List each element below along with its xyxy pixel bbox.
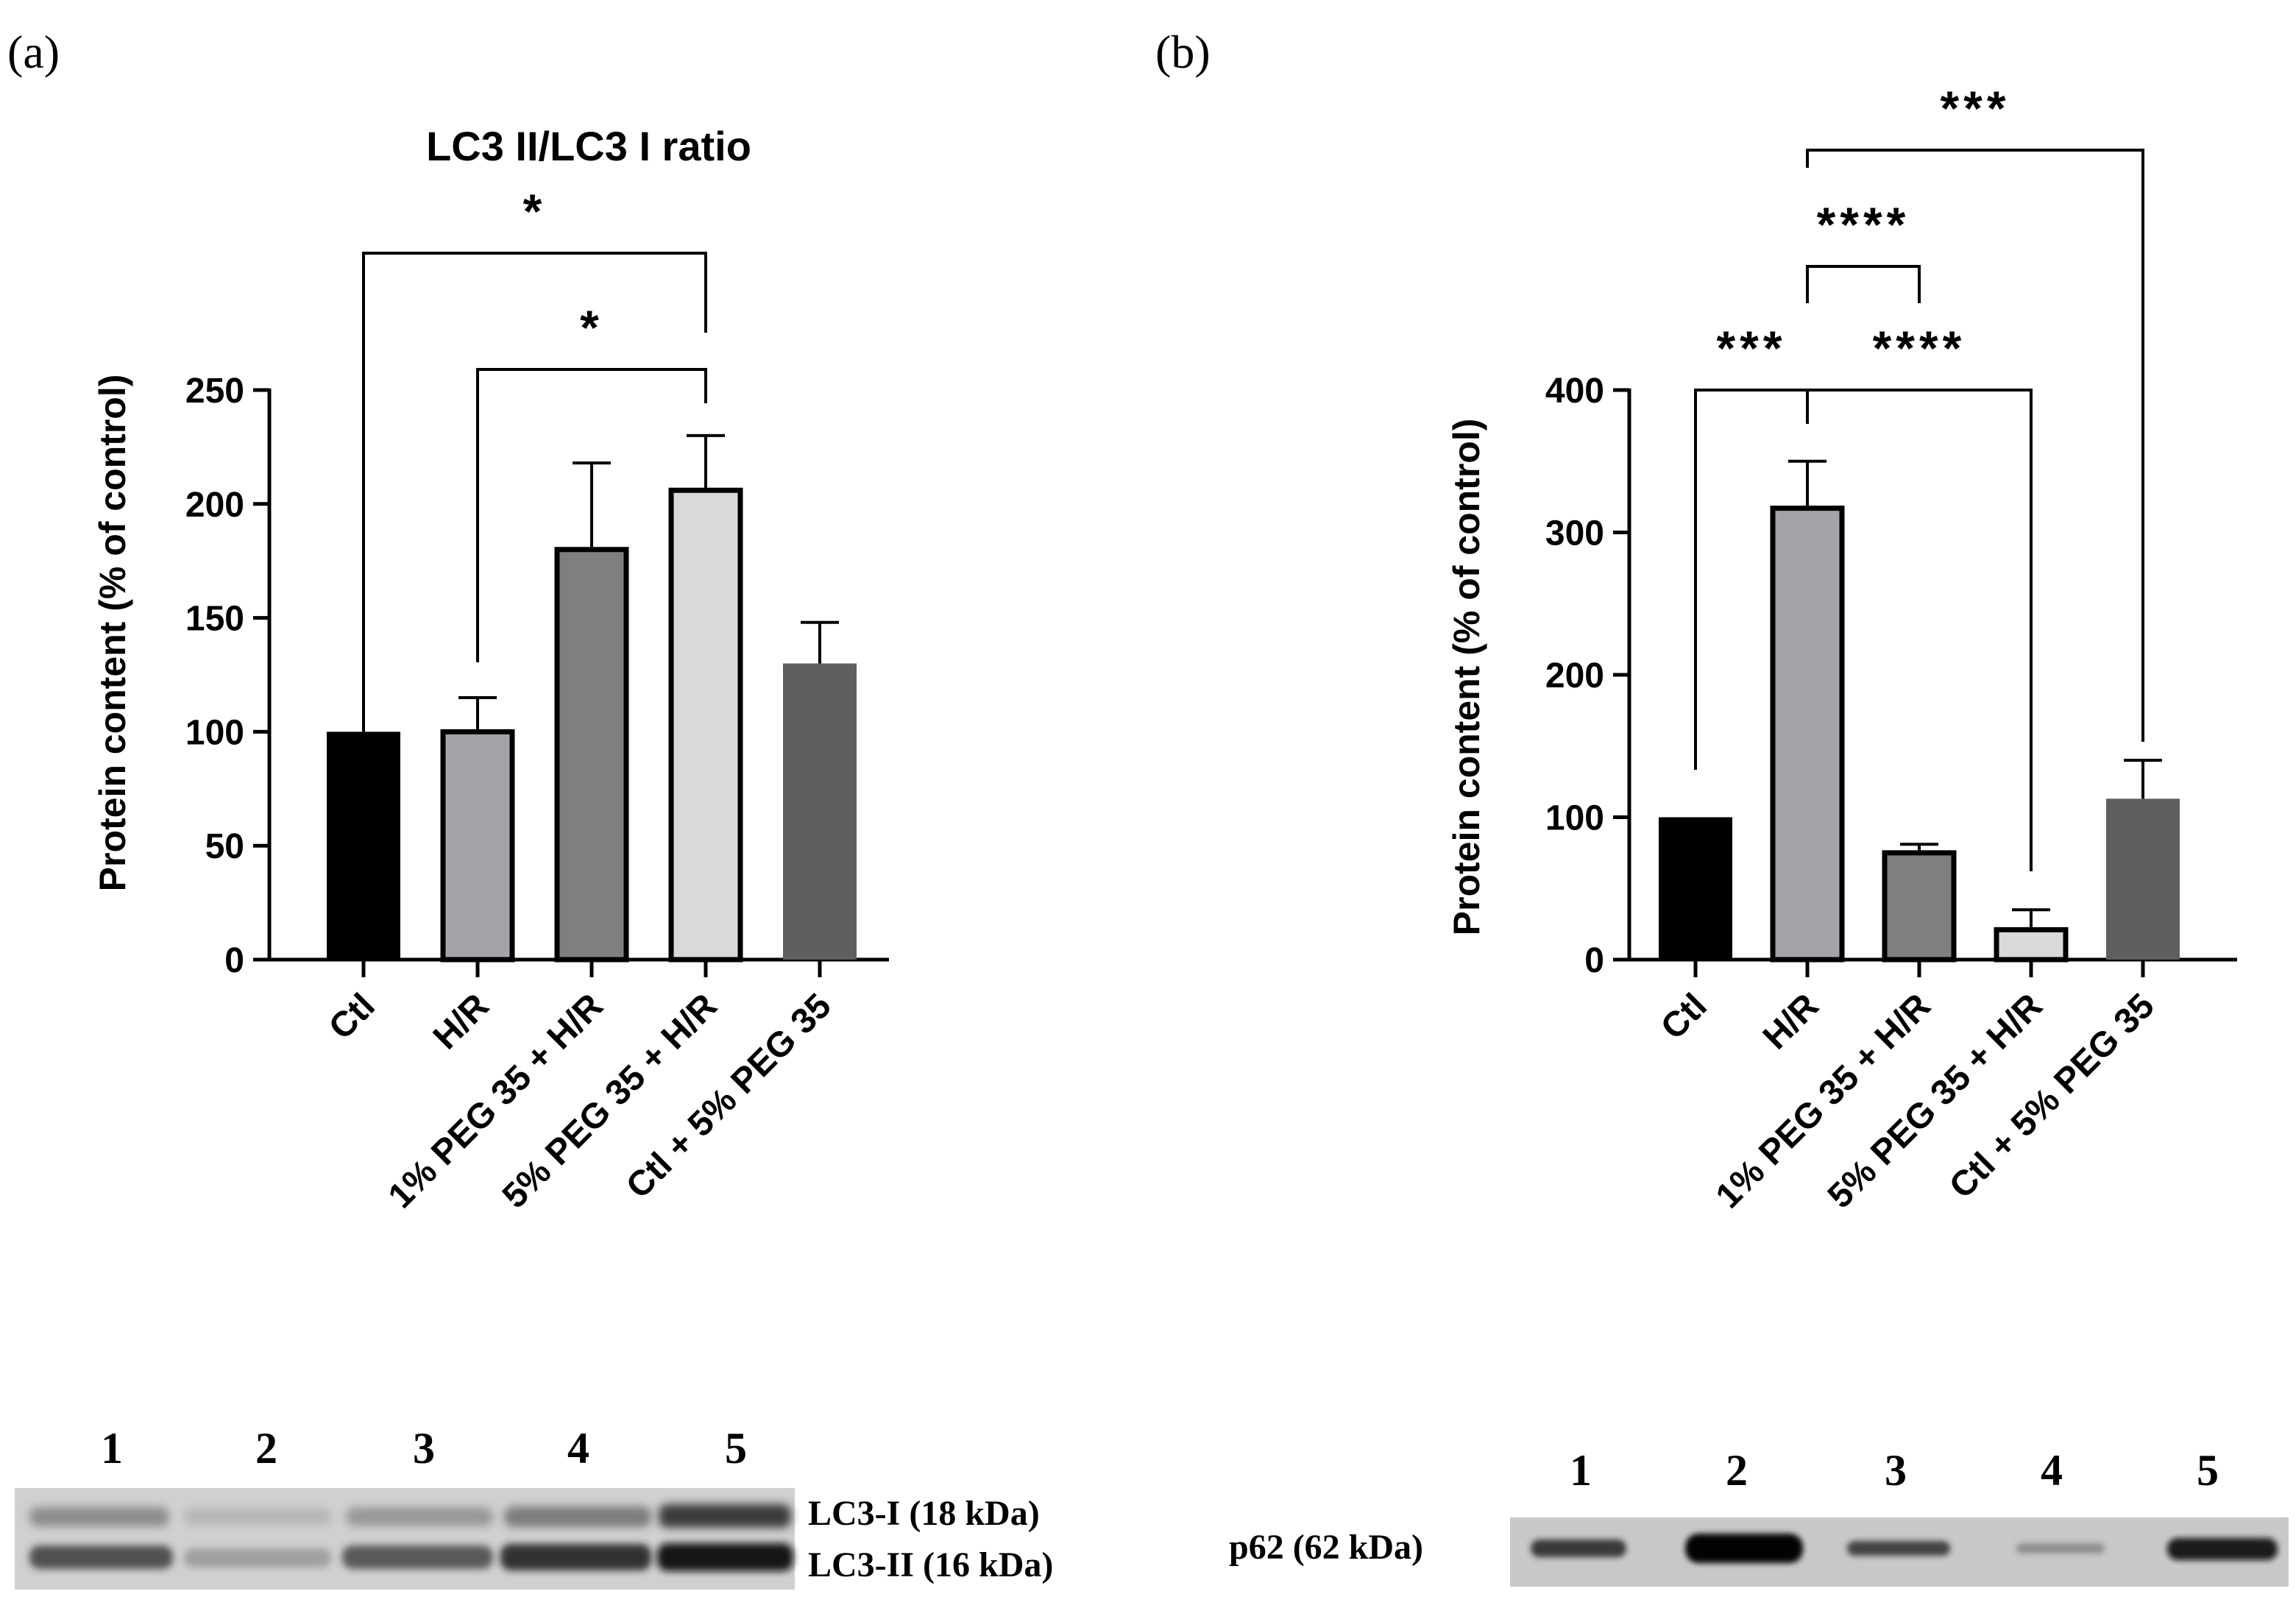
chart-a-x-tick-label: Ctl (322, 986, 383, 1047)
chart-b-bar (1659, 817, 1732, 960)
western-blot-b: 1 2 3 4 5 p62 (62 kDa) (1229, 1446, 2289, 1587)
chart-a-x-tick-label: 1% PEG 35 + H/R (381, 986, 611, 1216)
chart-a: LC3 II/LC3 I ratio Protein content (% of… (92, 123, 889, 1216)
chart-a-x-tick-label: H/R (426, 986, 497, 1057)
blot-b-lane-5: 5 (2197, 1446, 2219, 1495)
blot-a-label-lc3ii: LC3-II (16 kDa) (808, 1545, 1053, 1584)
chart-a-y-tick-label: 50 (205, 827, 244, 866)
blot-a-lc3ii-band-3 (342, 1545, 493, 1569)
chart-b-bar (1994, 927, 2069, 963)
blot-a-lc3i-band-1 (29, 1507, 169, 1526)
chart-b-x-tick-label: Ctl + 5% PEG 35 (1942, 986, 2162, 1206)
chart-b-significance-label: **** (1817, 197, 1910, 252)
chart-b-significance-label: **** (1873, 321, 1966, 375)
chart-a-bar (554, 547, 629, 963)
chart-a-bar (327, 731, 400, 960)
chart-b-y-tick-label: 100 (1545, 799, 1604, 838)
chart-b-y-tick-label: 200 (1545, 656, 1604, 695)
chart-b: Protein content (% of control) 0 100 200 30… (1446, 81, 2237, 1216)
blot-b-band-5 (2167, 1538, 2278, 1560)
blot-a-lane-5: 5 (725, 1424, 747, 1473)
chart-a-title: LC3 II/LC3 I ratio (426, 123, 751, 169)
blot-a-lane-4: 4 (567, 1424, 589, 1473)
blot-a-lc3i-band-5 (659, 1504, 791, 1528)
blot-b-lane-4: 4 (2041, 1446, 2063, 1495)
chart-a-bar (783, 663, 857, 960)
chart-b-x-tick-label: 1% PEG 35 + H/R (1709, 986, 1938, 1216)
chart-b-bar (1770, 506, 1845, 963)
chart-b-y-tick-label: 0 (1584, 941, 1604, 980)
chart-b-significance-bracket (1806, 149, 2144, 742)
blot-a-lane-3: 3 (413, 1424, 435, 1473)
blot-a-lc3ii-band-1 (29, 1545, 173, 1569)
blot-b-lane-2: 2 (1726, 1446, 1748, 1495)
blot-a-lc3i-band-2 (184, 1509, 331, 1525)
chart-b-x-tick-label: Ctl (1654, 986, 1715, 1047)
chart-b-y-axis-label: Protein content (% of control) (1446, 419, 1487, 936)
chart-b-significance-bracket (1806, 265, 1921, 303)
chart-b-bar (1882, 850, 1957, 963)
chart-a-x-tick-label: Ctl + 5% PEG 35 (619, 986, 839, 1206)
chart-a-y-tick-label: 200 (185, 486, 244, 525)
chart-b-x-tick-label: H/R (1756, 986, 1826, 1057)
chart-a-significance-bracket (476, 368, 707, 662)
chart-a-y-tick-label: 250 (185, 372, 244, 411)
blot-b-band-2 (1685, 1534, 1803, 1563)
blot-a-lc3i-band-4 (504, 1506, 651, 1527)
panel-b-label: (b) (1155, 26, 1211, 78)
blot-b-band-3 (1847, 1541, 1950, 1556)
chart-a-y-tick-label: 0 (224, 941, 244, 980)
chart-a-bar (668, 487, 743, 963)
blot-a-lc3ii-band-2 (184, 1548, 331, 1567)
chart-a-bar (440, 729, 515, 963)
chart-b-bar (2106, 798, 2180, 960)
blot-b-band-1 (1531, 1540, 1626, 1557)
chart-b-y-tick-label: 400 (1545, 372, 1604, 411)
blot-b-label-p62: p62 (62 kDa) (1229, 1528, 1423, 1567)
blot-a-membrane (15, 1488, 795, 1590)
panel-a-label: (a) (7, 26, 60, 78)
blot-a-lane-1: 1 (101, 1424, 123, 1473)
blot-a-lane-2: 2 (255, 1424, 277, 1473)
blot-b-lane-1: 1 (1570, 1446, 1592, 1495)
chart-a-significance-label: * (580, 300, 603, 355)
blot-a-label-lc3i: LC3-I (18 kDa) (808, 1494, 1040, 1533)
chart-b-significance-bracket (1806, 389, 2033, 871)
chart-a-y-tick-label: 150 (185, 600, 244, 639)
blot-b-band-4 (2016, 1543, 2105, 1554)
chart-a-significance-bracket (362, 252, 707, 761)
blot-a-lc3ii-band-4 (500, 1544, 651, 1570)
blot-a-lc3i-band-3 (346, 1507, 493, 1526)
chart-b-significance-label: *** (1716, 321, 1786, 375)
chart-a-x-tick-label: 5% PEG 35 + H/R (495, 986, 725, 1216)
chart-b-x-tick-label: 5% PEG 35 + H/R (1821, 986, 2050, 1216)
chart-a-y-tick-label: 100 (185, 713, 244, 752)
blot-a-lc3ii-band-5 (657, 1543, 793, 1571)
chart-b-y-tick-label: 300 (1545, 514, 1604, 553)
blot-b-lane-3: 3 (1885, 1446, 1907, 1495)
chart-a-significance-label: * (523, 184, 547, 238)
chart-a-y-axis-label: Protein content (% of control) (92, 375, 133, 892)
western-blot-a: 1 2 3 4 5 LC3-I (18 kDa) LC3-II (16 kDa) (15, 1424, 1053, 1590)
chart-b-significance-label: *** (1940, 81, 2010, 135)
